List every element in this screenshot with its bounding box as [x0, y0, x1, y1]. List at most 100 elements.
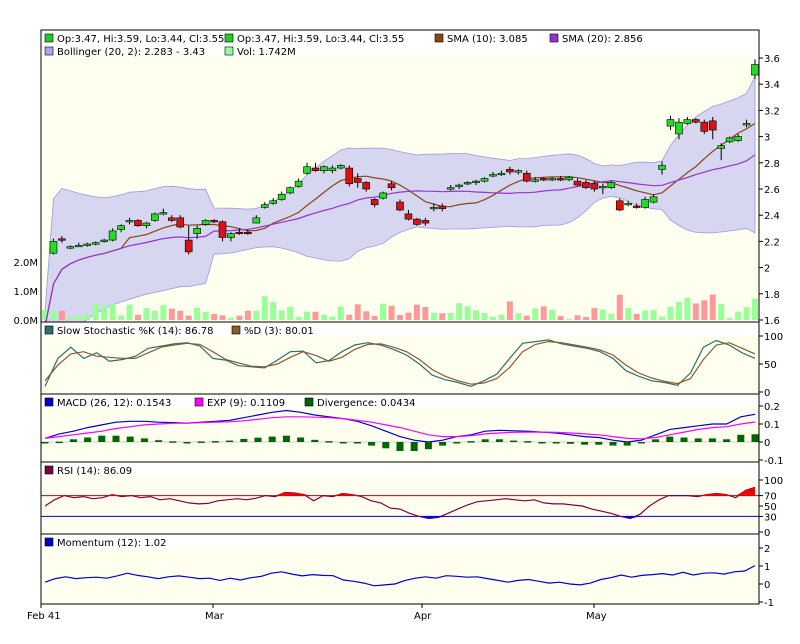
candle-body: [100, 239, 108, 242]
legend-swatch: [44, 46, 54, 56]
candle-body: [184, 239, 193, 253]
divergence-bar: [55, 441, 63, 444]
volume-bar: [380, 303, 387, 320]
y-tick-label: 2: [764, 544, 770, 555]
momentum-border: [40, 533, 760, 605]
volume-bar: [430, 312, 437, 320]
divergence-bar: [240, 438, 248, 442]
candle-body: [438, 205, 447, 209]
y-tick-label: 3.6: [764, 54, 780, 65]
candle-body: [134, 220, 142, 226]
candle-body: [235, 231, 244, 235]
volume-bar: [481, 313, 488, 320]
candle-body: [176, 217, 185, 228]
candle-body: [108, 230, 117, 241]
candle-body: [556, 178, 565, 181]
divergence-bar: [424, 442, 432, 450]
candle-body: [472, 180, 480, 183]
candle-body: [75, 245, 83, 248]
rsi-overbought-fill: [352, 494, 362, 496]
volume-bar: [515, 313, 522, 320]
candle-body: [151, 213, 159, 221]
volume-bar: [498, 314, 505, 320]
volume-bar: [227, 317, 234, 320]
volume-bar: [84, 313, 91, 320]
divergence-bar: [69, 439, 77, 442]
candle-body: [387, 183, 396, 188]
candle-body: [649, 196, 658, 203]
volume-bar: [608, 313, 615, 320]
divergence-bar: [155, 440, 163, 442]
volume-bar: [642, 310, 649, 320]
candle-body: [658, 165, 666, 170]
candle-body: [522, 172, 531, 182]
divergence-bar: [538, 442, 546, 444]
y-tick-label: 2.8: [764, 159, 780, 170]
macd-line-1: [44, 416, 756, 440]
price-panel: Op:3.47, Hi:3.59, Lo:3.44, Cl:3.55 Op:3.4…: [13, 29, 780, 371]
y-tick-label: 0: [764, 388, 770, 399]
divergence-bar: [552, 442, 560, 444]
divergence-bar: [368, 442, 376, 446]
divergence-bar: [453, 442, 461, 444]
divergence-bar: [595, 442, 603, 445]
divergence-bar: [169, 441, 177, 443]
rsi-oversold-fill: [620, 516, 631, 519]
divergence-bar: [637, 442, 645, 444]
candle-body: [497, 172, 506, 176]
divergence-bar: [652, 439, 660, 442]
volume-bar: [211, 313, 218, 320]
divergence-bar: [723, 439, 731, 442]
y-tick-label: 2.6: [764, 185, 780, 196]
volume-bar: [67, 316, 74, 320]
macd-legend-band: [41, 394, 759, 408]
candle-body: [708, 120, 717, 131]
rsi-overbought-fill: [102, 494, 113, 496]
divergence-bar: [510, 440, 518, 443]
divergence-bar: [84, 437, 92, 442]
candle-body: [311, 167, 320, 171]
volume-bar: [625, 307, 632, 320]
legend-swatch: [44, 537, 54, 547]
x-tick-label: Apr: [414, 611, 432, 622]
candle-body: [455, 184, 463, 187]
volume-bar: [236, 315, 243, 320]
candle-body: [303, 166, 311, 174]
candle-body: [413, 218, 421, 225]
candle-body: [201, 220, 210, 225]
price-legend-band: [41, 30, 759, 57]
y-tick-label: 30: [764, 512, 777, 523]
rsi-overbought-fill: [342, 493, 353, 496]
candle-body: [624, 203, 633, 206]
candle-body: [683, 119, 692, 124]
stochastic-line-0: [44, 339, 756, 388]
volume-bar: [506, 301, 513, 320]
legend-swatch: [224, 46, 234, 56]
volume-bar: [633, 313, 640, 320]
x-tick-label: Mar: [205, 611, 225, 622]
volume-bar: [160, 305, 167, 320]
y-tick-label: 2: [764, 264, 770, 275]
volume-bar: [540, 306, 547, 320]
candle-body: [430, 207, 438, 210]
y-tick-label: 0: [764, 580, 770, 591]
divergence-bar: [481, 439, 489, 442]
rsi-overbought-fill: [716, 493, 727, 496]
rsi-legend-band: [41, 462, 759, 476]
candle-body: [159, 212, 168, 215]
divergence-bar: [41, 442, 49, 444]
sma10-line: [44, 122, 756, 327]
divergence-bar: [694, 438, 702, 442]
volume-bar: [557, 315, 564, 320]
volume-bar: [456, 303, 463, 320]
rsi-overbought-fill: [304, 494, 314, 496]
candle-body: [353, 178, 362, 183]
candle-body: [91, 242, 100, 245]
volume-tick-label: 2.0M: [13, 258, 38, 269]
candle-body: [320, 166, 328, 171]
candle-body: [489, 174, 497, 177]
volume-bar: [735, 311, 742, 320]
candle-body: [675, 121, 683, 135]
candle-body: [734, 136, 742, 141]
